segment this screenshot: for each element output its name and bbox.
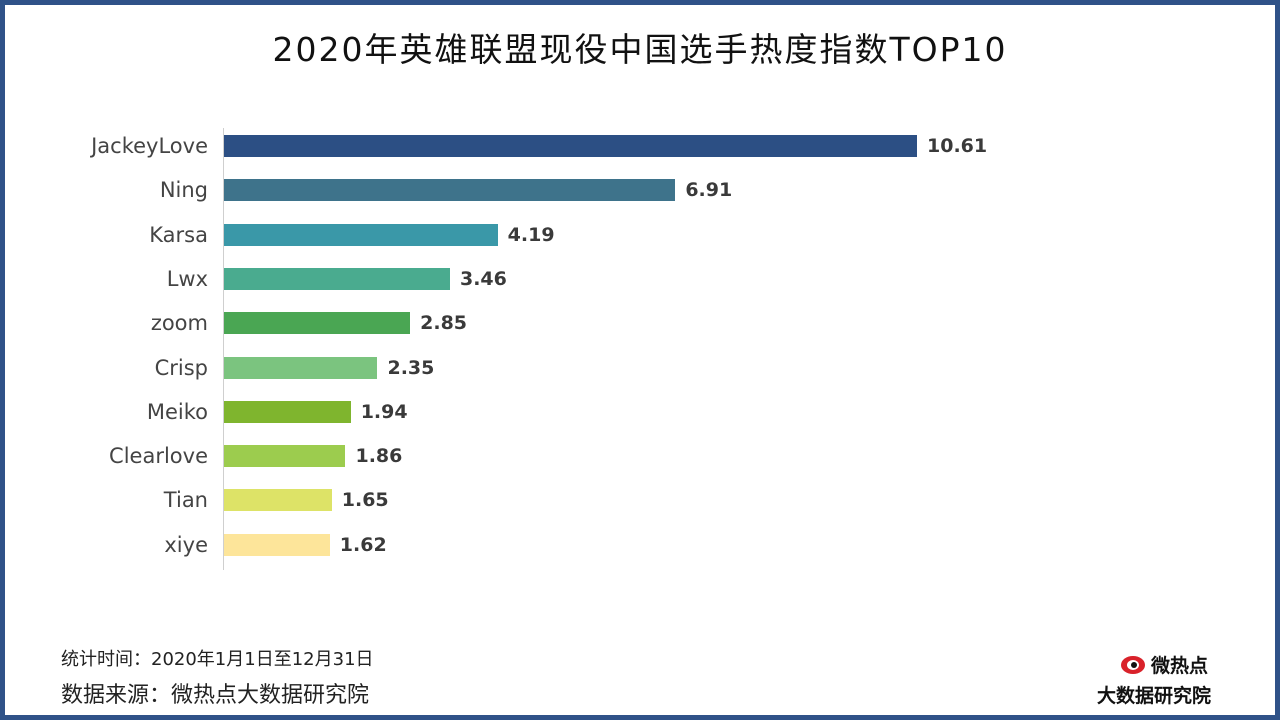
- value-label: 3.46: [459, 267, 507, 290]
- category-label: Tian: [163, 488, 208, 513]
- bar: [224, 489, 332, 512]
- category-label: JackeyLove: [91, 134, 208, 158]
- category-label: Karsa: [149, 222, 208, 247]
- logo-bottom-text: 大数据研究院: [1097, 685, 1212, 707]
- bar: [224, 400, 351, 423]
- value-label: 1.65: [341, 489, 389, 512]
- bar: [224, 533, 330, 556]
- category-label: Ning: [159, 178, 208, 203]
- bar: [224, 312, 411, 335]
- value-label: 1.86: [355, 445, 403, 468]
- weibo-eye-icon: [1121, 654, 1147, 676]
- logo-top-text: 微热点: [1151, 655, 1209, 677]
- value-label: 4.19: [507, 223, 555, 246]
- chart-frame: 2020年英雄联盟现役中国选手热度指数TOP10 JackeyLove 10.61…: [5, 5, 1275, 715]
- bar: [224, 223, 498, 246]
- category-label: Meiko: [146, 399, 208, 424]
- data-source: 数据来源：微热点大数据研究院: [61, 683, 370, 708]
- chart-title: 2020年英雄联盟现役中国选手热度指数TOP10: [272, 30, 1008, 69]
- category-label: Clearlove: [109, 444, 208, 469]
- value-label: 2.85: [420, 312, 468, 335]
- category-label: xiye: [164, 532, 208, 557]
- category-label: Crisp: [154, 355, 208, 380]
- bar: [224, 135, 917, 157]
- statistics-period: 统计时间：2020年1月1日至12月31日: [61, 649, 374, 670]
- value-label: 10.61: [927, 135, 988, 157]
- bar: [224, 267, 450, 290]
- category-label: Lwx: [166, 266, 208, 291]
- category-axis-line: [223, 128, 224, 570]
- value-label: 1.94: [360, 400, 408, 423]
- value-label: 6.91: [685, 179, 733, 202]
- bar: [224, 356, 378, 379]
- category-label: zoom: [150, 311, 208, 336]
- bar: [224, 179, 676, 202]
- bar: [224, 445, 346, 468]
- value-label: 2.35: [387, 356, 435, 379]
- value-label: 1.62: [339, 533, 387, 556]
- weiredian-logo: 微热点 大数据研究院: [1097, 649, 1247, 709]
